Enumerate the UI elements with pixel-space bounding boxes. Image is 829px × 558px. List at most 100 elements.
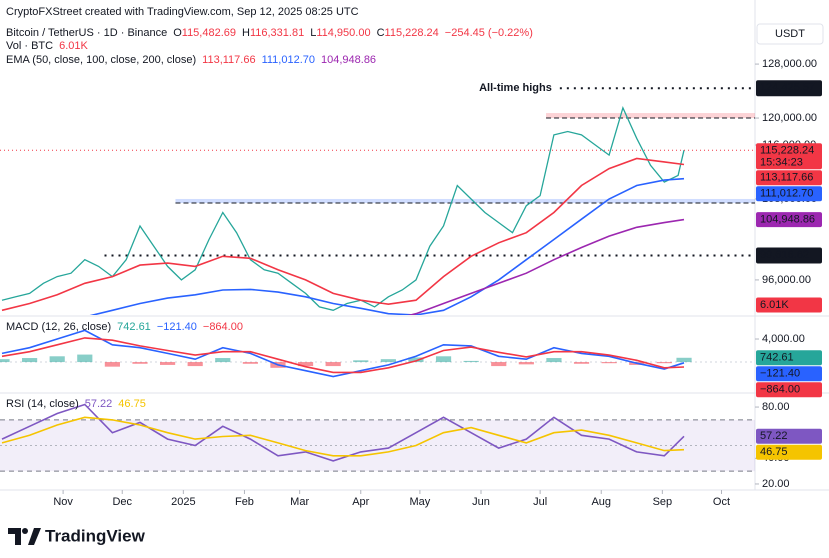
x-tick-label: Sep bbox=[653, 496, 673, 508]
x-tick-label: Jun bbox=[472, 496, 490, 508]
histogram-bar bbox=[22, 358, 38, 363]
indicator-legend: RSI (14, close) 57.22 46.75 bbox=[6, 398, 146, 410]
annotation: All-time highs bbox=[479, 82, 552, 94]
histogram-bar bbox=[187, 362, 203, 367]
axis-label: 99,616.62 bbox=[760, 249, 809, 261]
histogram-bar bbox=[104, 362, 120, 367]
axis-label: 57.22 bbox=[760, 430, 788, 442]
ohlc-value: 114,950.00 bbox=[316, 27, 370, 39]
histogram-bar bbox=[601, 362, 617, 364]
volume-value: 6.01K bbox=[59, 40, 88, 52]
y-tick-label: 20.00 bbox=[762, 478, 790, 490]
legend-value: 57.22 bbox=[85, 398, 113, 410]
histogram-bar bbox=[435, 356, 452, 363]
ohlc-value: 115,228.24 bbox=[385, 27, 439, 39]
symbol-line: Bitcoin / TetherUS · 1D · Binance O115,48… bbox=[6, 27, 533, 39]
axis-label-box bbox=[756, 212, 822, 228]
axis-label: 15:34:23 bbox=[760, 157, 803, 169]
ohlc-value: 116,331.81 bbox=[250, 27, 304, 39]
histogram-bar bbox=[546, 358, 562, 363]
pane bbox=[0, 403, 755, 472]
histogram-bar bbox=[242, 362, 258, 364]
zone bbox=[175, 198, 755, 204]
series-line bbox=[1, 337, 685, 374]
series-line bbox=[1, 416, 685, 457]
series-line bbox=[89, 177, 685, 315]
ohlc-value: 115,482.69 bbox=[182, 27, 236, 39]
histogram-bar bbox=[297, 362, 314, 367]
legend-value: 113,117.66 bbox=[202, 54, 255, 66]
histogram-bar bbox=[463, 360, 479, 363]
ohlc-key: L bbox=[310, 27, 316, 39]
x-tick-label: 2025 bbox=[171, 496, 195, 508]
ohlc-key: C bbox=[377, 27, 385, 39]
histogram-bar bbox=[408, 357, 424, 363]
volume-name: Vol · BTC bbox=[6, 40, 53, 52]
histogram-bar bbox=[49, 356, 65, 363]
legend-value: −121.40 bbox=[157, 321, 197, 333]
y-tick-label: 80.00 bbox=[762, 401, 790, 413]
histogram-bar bbox=[77, 354, 93, 363]
symbol: Bitcoin / TetherUS · 1D · Binance bbox=[6, 27, 167, 39]
y-tick-label: 96,000.00 bbox=[762, 274, 811, 286]
x-tick-label: Aug bbox=[591, 496, 611, 508]
x-tick-label: Nov bbox=[53, 496, 73, 508]
legend-value: 46.75 bbox=[118, 398, 146, 410]
histogram-bar bbox=[0, 359, 10, 363]
x-tick-label: Apr bbox=[352, 496, 369, 508]
indicator-legend: MACD (12, 26, close) 742.61 −121.40 −864.00 bbox=[6, 321, 243, 333]
legend-title: EMA (50, close, 100, close, 200, close) bbox=[6, 54, 196, 66]
brand: TradingView bbox=[45, 526, 146, 545]
volume-line: Vol · BTC 6.01K bbox=[6, 40, 88, 52]
histogram-bar bbox=[380, 359, 396, 363]
legend-title: RSI (14, close) bbox=[6, 398, 79, 410]
histogram-bar bbox=[656, 362, 672, 364]
histogram-bar bbox=[676, 357, 692, 363]
axis-label: 104,948.86 bbox=[760, 213, 815, 225]
legend-value: 104,948.86 bbox=[321, 54, 376, 66]
axis-label: 46.75 bbox=[760, 446, 788, 458]
histogram-bar bbox=[573, 362, 590, 364]
change: −254.45 (−0.22%) bbox=[445, 27, 533, 39]
axis-label-box bbox=[756, 297, 822, 313]
legend-title: MACD (12, 26, close) bbox=[6, 321, 111, 333]
axis-label-box bbox=[756, 444, 822, 460]
y-tick-label: 4,000.00 bbox=[762, 333, 805, 345]
x-tick-label: Feb bbox=[235, 496, 254, 508]
credit: CryptoFXStreet created with TradingView.… bbox=[6, 6, 359, 18]
axis-label: 113,117.66 bbox=[760, 172, 813, 184]
axis-label-box bbox=[756, 80, 822, 97]
histogram-bar bbox=[215, 358, 231, 363]
series-line bbox=[1, 157, 685, 312]
legend-value: 111,012.70 bbox=[262, 54, 315, 66]
axis-label-box bbox=[756, 350, 822, 366]
ohlc-key: O bbox=[173, 27, 182, 39]
zone bbox=[546, 113, 755, 119]
histogram-bar bbox=[491, 362, 507, 367]
axis-label-box bbox=[756, 186, 822, 202]
axis-label: 111,012.70 bbox=[760, 188, 813, 200]
legend-value: −864.00 bbox=[203, 321, 243, 333]
currency-box bbox=[756, 23, 824, 45]
x-tick-label: May bbox=[410, 496, 431, 508]
x-tick-label: Mar bbox=[290, 496, 309, 508]
axis-label-box bbox=[756, 428, 822, 444]
x-tick-label: Dec bbox=[112, 496, 132, 508]
series-line bbox=[1, 106, 685, 311]
currency: USDT bbox=[775, 28, 805, 40]
y-tick-label: 128,000.00 bbox=[762, 58, 817, 70]
indicator-legend: EMA (50, close, 100, close, 200, close) 1… bbox=[6, 54, 376, 66]
axis-label: 115,228.24 bbox=[760, 145, 814, 157]
axis-label: −864.00 bbox=[760, 384, 800, 396]
legend-value: 742.61 bbox=[117, 321, 151, 333]
axis-label-box bbox=[756, 382, 822, 398]
axis-label-box bbox=[756, 143, 822, 170]
y-tick-label: 120,000.00 bbox=[762, 112, 817, 124]
histogram-bar bbox=[159, 362, 176, 365]
axis-label: 6.01K bbox=[760, 299, 789, 311]
axis-label-box bbox=[756, 170, 822, 186]
axis-label: 742.61 bbox=[760, 352, 794, 364]
axis-label: 124,425.57 bbox=[760, 82, 815, 94]
